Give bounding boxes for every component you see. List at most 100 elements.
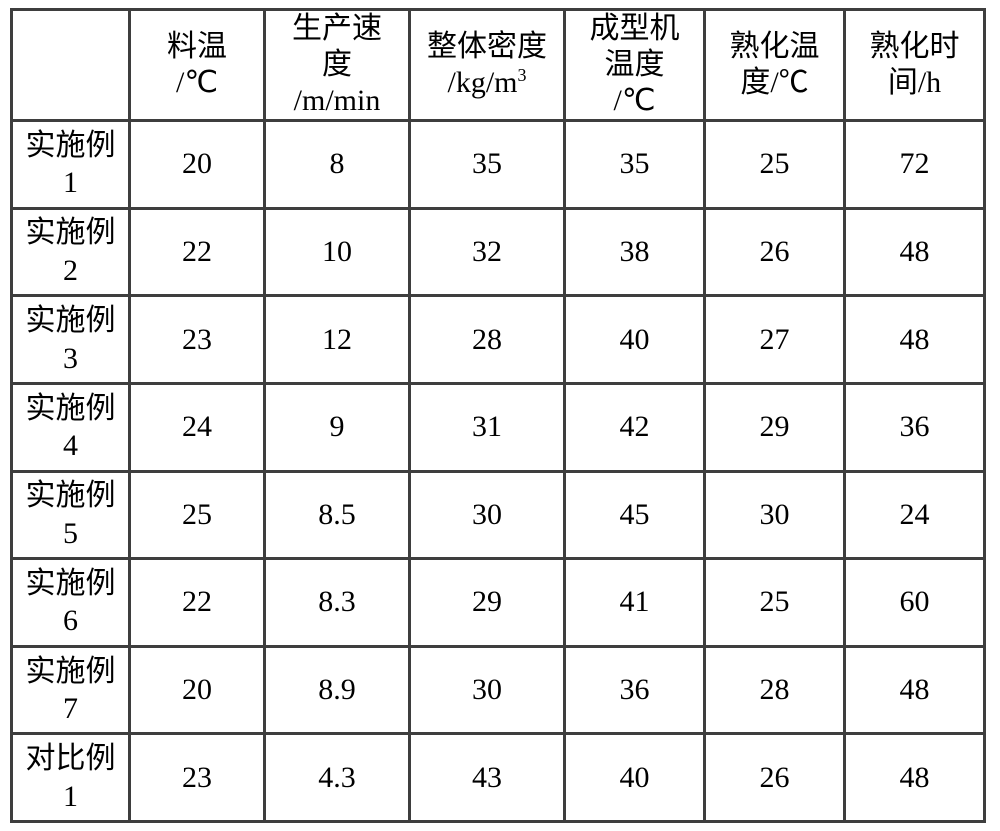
- header-text: 整体密度: [411, 29, 563, 65]
- cell: 26: [705, 208, 845, 296]
- cell: 9: [265, 383, 410, 471]
- header-text: 生产速: [266, 11, 408, 47]
- cell: 42: [565, 383, 705, 471]
- cell: 30: [410, 471, 565, 559]
- cell: 22: [130, 559, 265, 647]
- cell: 25: [705, 121, 845, 209]
- cell: 8.5: [265, 471, 410, 559]
- cell: 40: [565, 734, 705, 822]
- cell: 48: [845, 646, 985, 734]
- cell: 48: [845, 734, 985, 822]
- header-density: 整体密度 /kg/m3: [410, 10, 565, 121]
- cell: 45: [565, 471, 705, 559]
- row-header: 对比例1: [12, 734, 130, 822]
- cell: 26: [705, 734, 845, 822]
- table-row: 实施例5258.530453024: [12, 471, 985, 559]
- row-header-text: 6: [13, 602, 128, 640]
- cell: 36: [845, 383, 985, 471]
- header-molder-temp: 成型机 温度 /℃: [565, 10, 705, 121]
- table-row: 实施例120835352572: [12, 121, 985, 209]
- cell: 8.9: [265, 646, 410, 734]
- header-mat-temp: 料温 /℃: [130, 10, 265, 121]
- row-header-text: 实施例: [13, 477, 128, 515]
- row-header-text: 实施例: [13, 565, 128, 603]
- cell: 35: [410, 121, 565, 209]
- row-header-text: 4: [13, 427, 128, 465]
- data-table: 料温 /℃ 生产速 度 /m/min 整体密度 /kg/m3 成型机 温度 /℃: [10, 8, 986, 823]
- table-row: 实施例6228.329412560: [12, 559, 985, 647]
- cell: 23: [130, 296, 265, 384]
- row-header-text: 2: [13, 252, 128, 290]
- row-header-text: 7: [13, 690, 128, 728]
- cell: 27: [705, 296, 845, 384]
- header-text: /℃: [131, 65, 263, 101]
- header-blank: [12, 10, 130, 121]
- cell: 22: [130, 208, 265, 296]
- cell: 72: [845, 121, 985, 209]
- row-header-text: 1: [13, 778, 128, 816]
- cell: 31: [410, 383, 565, 471]
- cell: 24: [845, 471, 985, 559]
- cell: 41: [565, 559, 705, 647]
- cell: 24: [130, 383, 265, 471]
- row-header: 实施例7: [12, 646, 130, 734]
- cell: 32: [410, 208, 565, 296]
- cell: 23: [130, 734, 265, 822]
- cell: 29: [410, 559, 565, 647]
- row-header-text: 实施例: [13, 302, 128, 340]
- cell: 8.3: [265, 559, 410, 647]
- row-header: 实施例1: [12, 121, 130, 209]
- header-text: 熟化温: [706, 29, 843, 65]
- table-row: 实施例3231228402748: [12, 296, 985, 384]
- cell: 36: [565, 646, 705, 734]
- table-row: 实施例7208.930362848: [12, 646, 985, 734]
- cell: 25: [130, 471, 265, 559]
- table-row: 对比例1234.343402648: [12, 734, 985, 822]
- header-text: /℃: [566, 83, 703, 119]
- header-text: 温度: [566, 47, 703, 83]
- cell: 35: [565, 121, 705, 209]
- cell: 28: [410, 296, 565, 384]
- row-header-text: 实施例: [13, 653, 128, 691]
- header-text: 度: [266, 47, 408, 83]
- row-header-text: 1: [13, 164, 128, 202]
- header-prod-speed: 生产速 度 /m/min: [265, 10, 410, 121]
- row-header-text: 3: [13, 340, 128, 378]
- cell: 60: [845, 559, 985, 647]
- cell: 10: [265, 208, 410, 296]
- cell: 25: [705, 559, 845, 647]
- row-header: 实施例5: [12, 471, 130, 559]
- row-header-text: 实施例: [13, 390, 128, 428]
- row-header: 实施例2: [12, 208, 130, 296]
- table-body: 实施例120835352572实施例2221032382648实施例323122…: [12, 121, 985, 822]
- table-row: 实施例424931422936: [12, 383, 985, 471]
- header-text: 熟化时: [846, 29, 983, 65]
- cell: 48: [845, 296, 985, 384]
- header-text: 成型机: [566, 11, 703, 47]
- cell: 38: [565, 208, 705, 296]
- cell: 4.3: [265, 734, 410, 822]
- header-row: 料温 /℃ 生产速 度 /m/min 整体密度 /kg/m3 成型机 温度 /℃: [12, 10, 985, 121]
- cell: 43: [410, 734, 565, 822]
- cell: 29: [705, 383, 845, 471]
- table-container: 料温 /℃ 生产速 度 /m/min 整体密度 /kg/m3 成型机 温度 /℃: [0, 0, 1000, 831]
- cell: 12: [265, 296, 410, 384]
- header-text: 度/℃: [706, 65, 843, 101]
- header-text: /m/min: [266, 83, 408, 119]
- row-header-text: 5: [13, 515, 128, 553]
- table-row: 实施例2221032382648: [12, 208, 985, 296]
- cell: 20: [130, 121, 265, 209]
- cell: 30: [705, 471, 845, 559]
- header-cure-temp: 熟化温 度/℃: [705, 10, 845, 121]
- row-header-text: 实施例: [13, 214, 128, 252]
- cell: 30: [410, 646, 565, 734]
- header-text: 间/h: [846, 65, 983, 101]
- row-header: 实施例4: [12, 383, 130, 471]
- row-header: 实施例6: [12, 559, 130, 647]
- header-cure-time: 熟化时 间/h: [845, 10, 985, 121]
- row-header-text: 实施例: [13, 127, 128, 165]
- row-header-text: 对比例: [13, 740, 128, 778]
- header-text: /kg/m3: [411, 65, 563, 101]
- cell: 28: [705, 646, 845, 734]
- cell: 48: [845, 208, 985, 296]
